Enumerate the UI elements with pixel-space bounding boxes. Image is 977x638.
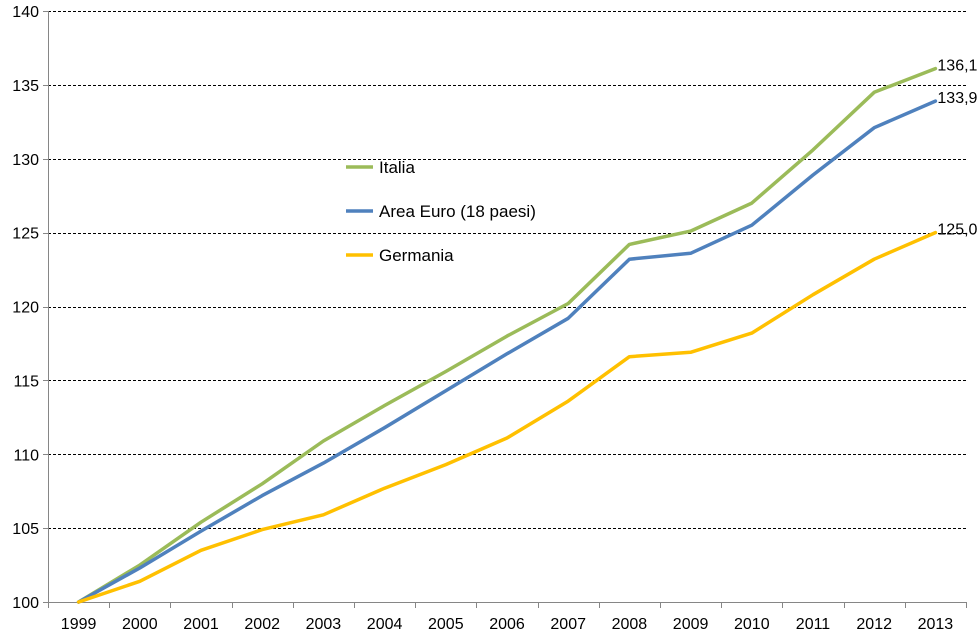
y-tick-label: 110 xyxy=(13,447,39,464)
legend-label-1: Area Euro (18 paesi) xyxy=(379,202,536,221)
x-tick-label: 2001 xyxy=(183,616,219,633)
y-tick-label: 140 xyxy=(12,4,39,21)
x-tick-label: 2005 xyxy=(428,616,464,633)
x-tick-label: 2002 xyxy=(244,616,280,633)
x-tick-label: 1999 xyxy=(61,616,97,633)
x-tick-label: 2006 xyxy=(489,616,525,633)
data-label-1: 133,9 xyxy=(937,90,977,107)
x-tick-label: 2011 xyxy=(796,616,831,633)
y-tick-label: 100 xyxy=(12,595,39,612)
x-tick-label: 2003 xyxy=(306,616,342,633)
y-tick-label: 115 xyxy=(13,373,39,390)
x-tick-label: 2009 xyxy=(673,616,709,633)
data-label-0: 136,1 xyxy=(937,58,977,75)
y-tick-label: 130 xyxy=(12,152,39,169)
x-tick-label: 2012 xyxy=(856,616,892,633)
legend-label-2: Germania xyxy=(379,246,454,265)
series-line-0 xyxy=(76,66,938,604)
data-label-2: 125,0 xyxy=(937,222,977,239)
x-tick-label: 2004 xyxy=(367,616,403,633)
series-line-2 xyxy=(76,230,938,604)
y-tick-label: 105 xyxy=(12,521,39,538)
x-tick-label: 2013 xyxy=(918,616,954,633)
x-tick-label: 2010 xyxy=(734,616,770,633)
y-tick-label: 135 xyxy=(12,78,39,95)
legend-label-0: Italia xyxy=(379,158,415,177)
x-tick-label: 2007 xyxy=(550,616,586,633)
x-tick-label: 2008 xyxy=(612,616,648,633)
series-line-1 xyxy=(76,99,938,604)
y-tick-label: 125 xyxy=(12,226,39,243)
y-tick-label: 120 xyxy=(12,300,39,317)
x-tick-label: 2000 xyxy=(122,616,158,633)
